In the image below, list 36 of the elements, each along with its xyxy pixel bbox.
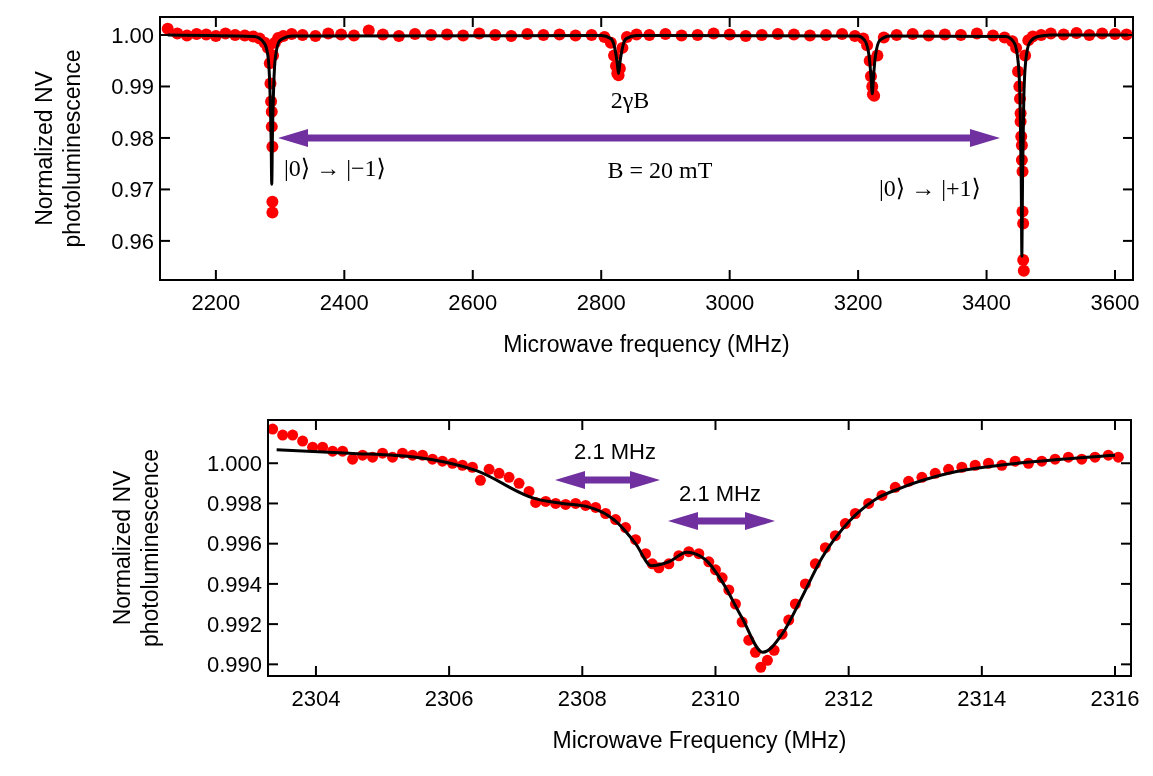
annotation: 2.1 MHz [679, 480, 761, 506]
y-tick-label: 0.996 [206, 531, 262, 557]
x-tick-label: 2308 [557, 686, 607, 711]
y-tick-label: 1.00 [111, 22, 154, 48]
annotation: B = 20 mT [607, 157, 713, 184]
y-tick-label: 0.990 [206, 652, 262, 678]
x-tick-label: 2600 [448, 290, 498, 315]
x-tick-label: 2400 [319, 290, 369, 315]
y-tick-label: 0.98 [111, 125, 154, 151]
y-tick-label: 0.99 [111, 74, 154, 100]
y-axis-title: Normalized NV photoluminescence [31, 49, 85, 248]
x-tick-label: 2306 [424, 686, 474, 711]
y-tick-label: 0.998 [206, 491, 262, 517]
x-axis-title: Microwave frequency (MHz) [503, 331, 790, 357]
annotation: |0⟩ → |−1⟩ [284, 155, 386, 182]
x-tick-label: 3000 [705, 290, 755, 315]
x-tick-label: 2316 [1090, 686, 1140, 711]
x-tick-label: 2314 [957, 686, 1007, 711]
x-axis-title: Microwave Frequency (MHz) [552, 727, 847, 753]
y-tick-label: 0.97 [111, 177, 154, 203]
x-tick-label: 3400 [962, 290, 1012, 315]
annotation: 2.1 MHz [574, 438, 656, 464]
x-tick-label: 3200 [833, 290, 883, 315]
y-tick-label: 0.992 [206, 611, 262, 637]
x-tick-label: 2800 [576, 290, 626, 315]
x-tick-label: 2304 [291, 686, 341, 711]
annotation: |0⟩ → |+1⟩ [879, 175, 981, 202]
x-tick-label: 2312 [824, 686, 874, 711]
x-tick-label: 2310 [691, 686, 740, 711]
x-tick-label: 2200 [191, 290, 241, 315]
annotation: 2γB [610, 87, 650, 114]
y-tick-label: 0.994 [206, 571, 262, 597]
y-tick-label: 1.000 [206, 450, 262, 476]
y-axis-title: Normalized NV photoluminescence [109, 448, 163, 648]
y-tick-label: 0.96 [111, 228, 154, 254]
x-tick-label: 3600 [1090, 290, 1140, 315]
